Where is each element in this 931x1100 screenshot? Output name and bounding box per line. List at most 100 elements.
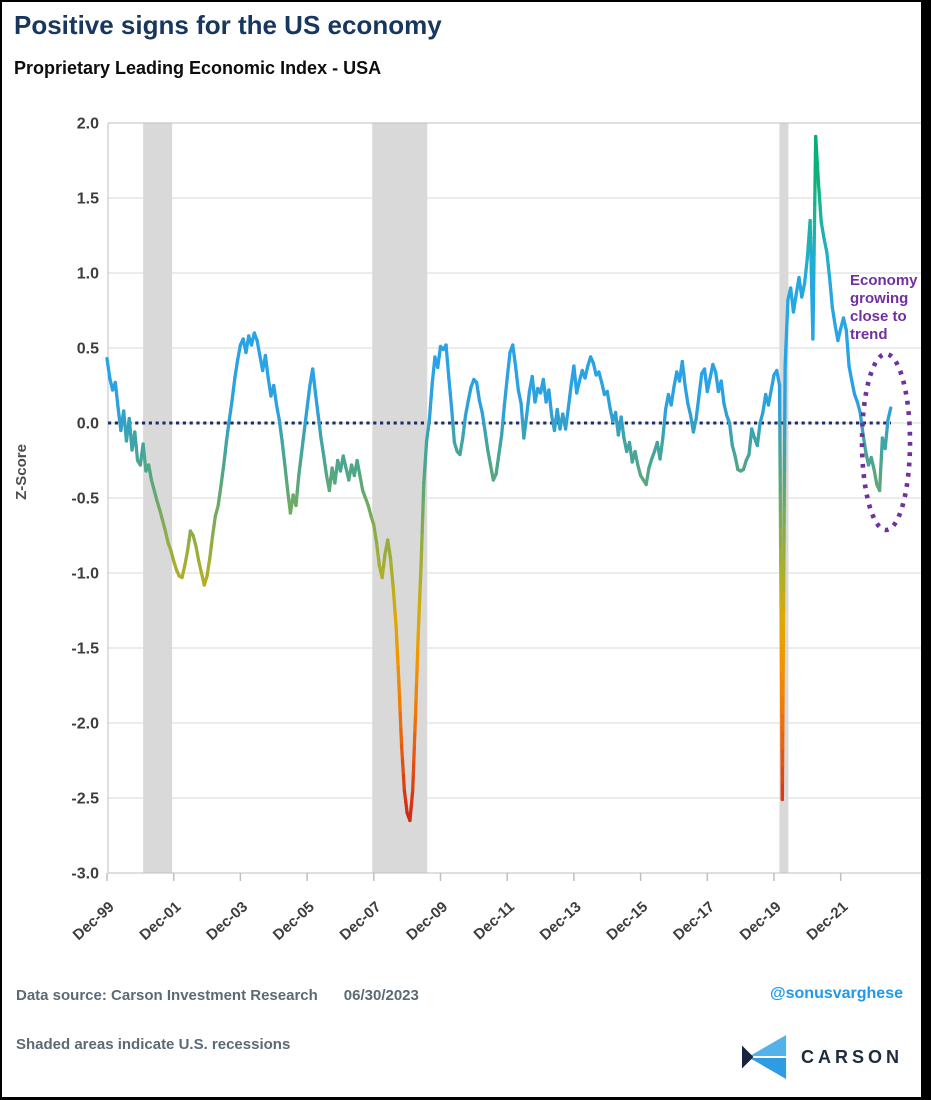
lei-line-segment — [572, 364, 577, 382]
lei-line-segment — [783, 347, 788, 368]
y-tick-label: -0.5 — [71, 491, 99, 508]
lei-line-segment — [878, 453, 884, 475]
lei-line-segment — [312, 379, 318, 395]
lei-line-segment — [661, 422, 666, 440]
lei-line-segment — [683, 383, 690, 406]
lei-line-segment — [380, 564, 386, 580]
lei-line-segment — [682, 371, 687, 388]
lei-line-segment — [815, 165, 821, 185]
lei-line-segment — [858, 410, 864, 425]
lei-line-segment — [814, 150, 820, 170]
lei-line-segment — [416, 631, 420, 652]
lei-line-segment — [141, 442, 147, 460]
lei-line-segment — [591, 361, 598, 377]
lei-line-segment — [411, 773, 415, 793]
lei-line-segment — [414, 680, 419, 701]
lei-line-segment — [319, 436, 326, 458]
lei-line-segment — [526, 389, 532, 406]
twitter-handle: @sonusvarghese — [770, 985, 903, 1002]
lei-line-segment — [817, 194, 822, 211]
page-title: Positive signs for the US economy — [14, 10, 442, 40]
lei-line-segment — [302, 417, 308, 433]
lei-line-segment — [183, 548, 190, 568]
lei-line-segment — [315, 402, 320, 418]
lei-line-segment — [427, 406, 432, 422]
lei-line-segment — [396, 665, 401, 683]
lei-line-segment — [421, 497, 425, 518]
annotation-text: Economy — [850, 272, 918, 289]
lei-line-segment — [213, 503, 220, 518]
lei-line-segment — [395, 651, 400, 669]
lei-line-segment — [501, 403, 507, 422]
lei-line-segment — [541, 377, 547, 393]
lei-line-segment — [381, 553, 387, 568]
lei-line-segment — [424, 428, 430, 443]
y-tick-label: -2.0 — [71, 716, 99, 733]
lei-line-segment — [255, 338, 262, 358]
lei-line-segment — [230, 387, 236, 403]
lei-line-segment — [804, 256, 809, 273]
lei-line-segment — [424, 439, 429, 457]
lei-line-segment — [519, 401, 525, 423]
carson-logo: CARSON — [741, 1032, 903, 1082]
lei-line-segment — [393, 611, 398, 628]
lei-line-segment — [149, 478, 156, 493]
lei-line-segment — [444, 343, 450, 364]
y-tick-label: 1.5 — [77, 191, 99, 208]
lei-line-segment — [208, 545, 213, 560]
lei-line-segment — [566, 395, 572, 410]
lei-line-segment — [605, 389, 612, 410]
lei-line-segment — [505, 363, 511, 380]
lei-line-segment — [284, 476, 290, 493]
y-axis-title: Z-Score — [13, 444, 30, 500]
annotation-text: growing — [850, 290, 908, 307]
lei-line-segment — [829, 290, 835, 310]
lei-line-segment — [263, 353, 269, 369]
lei-line-segment — [695, 394, 701, 409]
lei-line-segment — [636, 463, 643, 478]
y-tick-label: 2.0 — [77, 116, 99, 133]
lei-line-segment — [422, 467, 427, 485]
x-tick-label: Dec-07 — [337, 898, 385, 944]
lei-line-segment — [722, 401, 729, 418]
lei-line-segment — [516, 388, 523, 406]
lei-line-segment — [575, 379, 582, 395]
lei-line-segment — [819, 220, 826, 241]
lei-line-segment — [784, 314, 789, 335]
lei-line-segment — [372, 523, 379, 545]
lei-line-segment — [525, 401, 530, 418]
lei-line-segment — [447, 376, 452, 395]
lei-line-segment — [279, 428, 284, 443]
lei-line-segment — [394, 623, 399, 642]
lei-line-segment — [408, 803, 413, 823]
lei-line-segment — [231, 376, 237, 391]
lei-line-segment — [311, 367, 316, 383]
y-tick-label: -1.0 — [71, 566, 99, 583]
lei-line-segment — [568, 383, 573, 399]
lei-line-segment — [194, 544, 201, 563]
lei-line-segment — [619, 415, 625, 430]
lei-line-segment — [386, 538, 393, 560]
lei-line-segment — [395, 637, 400, 655]
lei-line-segment — [462, 413, 468, 429]
lei-line-segment — [390, 571, 395, 590]
lei-line-segment — [376, 552, 382, 568]
lei-line-segment — [401, 773, 407, 793]
lei-line-segment — [333, 470, 338, 485]
lei-line-segment — [430, 368, 436, 386]
lei-line-segment — [477, 398, 484, 415]
lei-line-segment — [428, 394, 433, 410]
lei-line-segment — [814, 134, 819, 154]
lei-line-segment — [872, 467, 879, 487]
lei-line-segment — [451, 423, 457, 445]
x-tick-label: Dec-19 — [737, 898, 785, 944]
annotation-ellipse — [859, 351, 913, 533]
lei-line-segment — [825, 250, 830, 267]
lei-line-segment — [122, 409, 127, 428]
lei-line-segment — [766, 388, 773, 407]
lei-line-segment — [233, 358, 240, 380]
lei-line-segment — [644, 466, 651, 487]
lei-line-segment — [416, 614, 421, 635]
lei-line-segment — [388, 556, 394, 575]
lei-line-segment — [113, 380, 119, 397]
